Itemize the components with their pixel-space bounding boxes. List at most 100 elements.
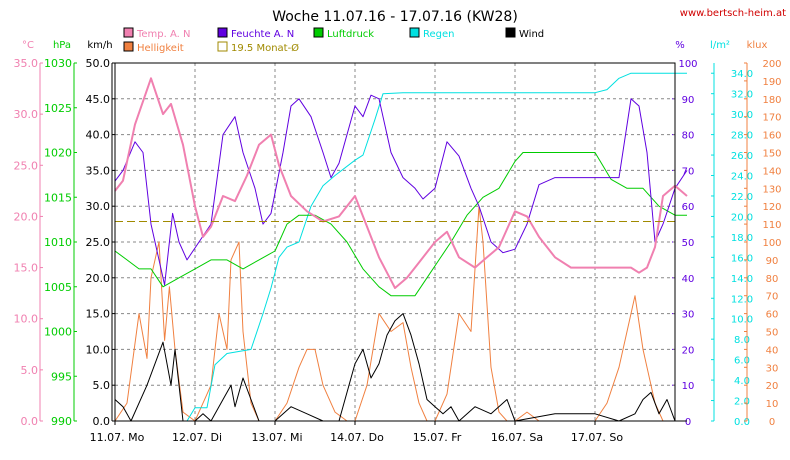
pressure-tick-label: 1025 [44,102,72,115]
source-link[interactable]: www.bertsch-heim.at [680,8,786,19]
wind-tick-label: 5.0 [93,379,111,392]
rain-tick-label: 10.0 [731,315,753,326]
light-axis-unit: klux [747,40,768,51]
legend-label-regen: Regen [423,29,455,40]
light-tick-label: 200 [762,59,781,70]
humidity-tick-label: 50 [682,238,695,249]
wind-tick-label: 35.0 [86,164,111,177]
rain-axis-unit: l/m² [710,40,730,51]
legend-label-temp-a-n: Temp. A. N [136,29,191,40]
pressure-tick-label: 1000 [44,326,72,339]
light-tick-label: 40 [766,345,779,356]
wind-tick-label: 0.0 [93,415,111,428]
x-axis: 11.07. Mo 12.07. Di 13.07. Mi 14.07. Do 15.0… [90,421,623,444]
legend-swatch-regen [409,27,420,38]
wind-tick-label: 50.0 [86,57,111,70]
rain-tick-label: 22.0 [731,192,753,203]
pressure-tick-label: 1030 [44,57,72,70]
humidity-tick-label: 0 [685,417,691,428]
humidity-tick-label: 30 [682,310,695,321]
temp-tick-label: 5.0 [21,364,39,377]
rain-tick-label: 12.0 [731,294,753,305]
humidity-tick-label: 100 [678,59,697,70]
rain-tick-label: 34.0 [731,69,753,80]
legend-swatch-temp-a-n [123,27,134,38]
rain-tick-label: 16.0 [731,253,753,264]
legend-swatch-19-5-monat [217,41,228,52]
temp-tick-label: 0.0 [21,415,39,428]
rain-tick-label: 20.0 [731,212,753,223]
light-tick-label: 90 [766,256,779,267]
light-tick-label: 80 [766,274,779,285]
rain-tick-label: 8.0 [734,335,750,346]
light-tick-label: 140 [762,166,781,177]
x-tick-label: 16.07. Sa [491,431,543,444]
light-tick-label: 180 [762,95,781,106]
humidity-tick-label: 20 [682,345,695,356]
legend-swatch-wind [505,27,516,38]
pressure-tick-label: 1010 [44,236,72,249]
light-tick-label: 60 [766,310,779,321]
wind-tick-label: 25.0 [86,236,111,249]
legend-swatch-luftdruck [313,27,324,38]
light-tick-label: 100 [762,238,781,249]
rain-tick-label: 2.0 [734,397,750,408]
pressure-tick-label: 1015 [44,191,72,204]
x-tick-label: 12.07. Di [172,431,222,444]
humidity-tick-label: 10 [682,381,695,392]
wind-tick-label: 20.0 [86,272,111,285]
temp-tick-label: 15.0 [14,262,39,275]
temp-axis-unit: °C [22,40,34,51]
light-tick-label: 10 [766,399,779,410]
humidity-tick-label: 40 [682,274,695,285]
x-tick-label: 17.07. So [571,431,623,444]
series-line-regen [115,72,687,422]
legend-label-wind: Wind [519,29,544,40]
x-tick-label: 14.07. Do [330,431,384,444]
wind-axis-unit: km/h [87,40,112,51]
rain-tick-label: 14.0 [731,274,753,285]
light-tick-label: 70 [766,292,779,303]
rain-tick-label: 26.0 [731,151,753,162]
light-tick-label: 160 [762,131,781,142]
wind-tick-label: 45.0 [86,93,111,106]
wind-tick-label: 10.0 [86,343,111,356]
light-tick-label: 130 [762,184,781,195]
temp-tick-label: 30.0 [14,108,39,121]
light-tick-label: 110 [762,220,781,231]
light-tick-label: 150 [762,149,781,160]
wind-tick-label: 15.0 [86,308,111,321]
pressure-tick-label: 1020 [44,147,72,160]
rain-tick-label: 32.0 [731,90,753,101]
temp-tick-label: 20.0 [14,210,39,223]
x-tick-label: 13.07. Mi [251,431,302,444]
wind-tick-label: 30.0 [86,200,111,213]
humidity-tick-label: 70 [682,166,695,177]
plot-frame [114,62,676,422]
wind-tick-label: 40.0 [86,129,111,142]
light-tick-label: 170 [762,113,781,124]
legend: Temp. A. N Helligkeit Feuchte A. N 19.5 Mon… [123,27,544,54]
legend-swatch-helligkeit [123,41,134,52]
light-tick-label: 120 [762,202,781,213]
series-line-feuchte-a-n [114,94,688,286]
series-line-luftdruck [114,152,687,297]
rain-tick-label: 24.0 [731,172,753,183]
temp-tick-label: 35.0 [14,57,39,70]
temp-tick-label: 25.0 [14,159,39,172]
rain-tick-label: 4.0 [734,376,750,387]
humidity-tick-label: 80 [682,131,695,142]
legend-label-19-5-monat: 19.5 Monat-Ø [231,42,299,54]
chart-title: Woche 11.07.16 - 17.07.16 (KW28) [272,9,518,25]
humidity-tick-label: 60 [682,202,695,213]
rain-tick-label: 30.0 [731,110,753,121]
light-tick-label: 50 [766,328,779,339]
pressure-axis-unit: hPa [53,40,71,51]
light-tick-label: 30 [766,363,779,374]
rain-tick-label: 6.0 [734,356,750,367]
legend-label-luftdruck: Luftdruck [327,29,374,40]
right-axes: %0102030405060708090100l/m²0.02.04.06.08… [672,40,782,428]
temp-tick-label: 10.0 [14,313,39,326]
light-tick-label: 0 [769,417,775,428]
